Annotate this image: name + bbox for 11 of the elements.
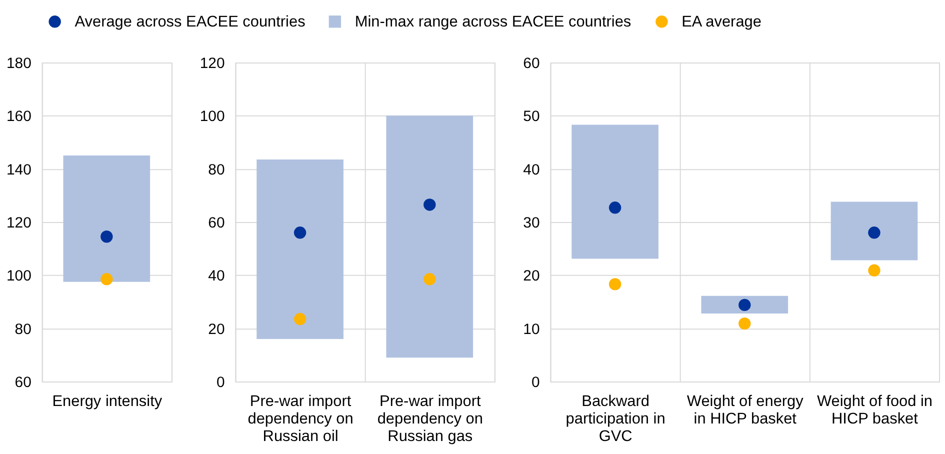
y-tick-label: 80 [14, 320, 32, 338]
y-tick-label: 140 [6, 161, 32, 178]
y-tick-label: 180 [6, 54, 32, 72]
y-tick-label: 160 [6, 108, 32, 126]
bar [830, 202, 918, 260]
y-tick-label: 120 [6, 214, 32, 232]
y-tick-label: 60 [14, 374, 32, 391]
point [868, 264, 880, 276]
point [868, 226, 880, 239]
y-tick-label: 100 [6, 268, 32, 285]
x-tick-label: Weight of food in HICP basket [816, 392, 933, 428]
